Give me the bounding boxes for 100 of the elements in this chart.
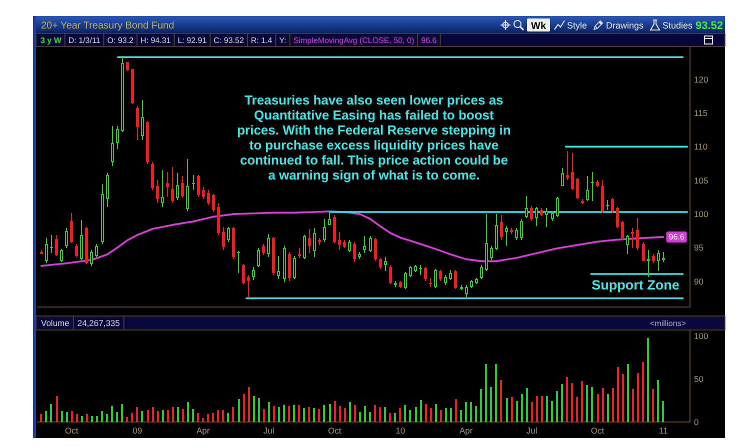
bar (617, 367, 619, 422)
bar (273, 406, 275, 422)
bar (61, 411, 63, 422)
candlestick (232, 226, 235, 260)
bar (40, 414, 42, 422)
candlestick (465, 284, 468, 298)
bar (566, 377, 568, 422)
bar (475, 406, 477, 422)
bar (379, 407, 381, 422)
candlestick (116, 126, 119, 150)
bar (485, 364, 487, 422)
bar (581, 381, 583, 422)
bar (546, 396, 548, 422)
x-tick-label: Oct (65, 426, 79, 436)
candlestick (318, 238, 321, 246)
bar (81, 416, 83, 422)
bar (344, 408, 346, 422)
bar (440, 410, 442, 422)
candlestick (399, 280, 402, 288)
candlestick (136, 106, 139, 140)
candlestick (50, 234, 53, 254)
candlestick (449, 270, 452, 280)
candlestick (581, 198, 584, 204)
bar (425, 404, 427, 422)
candlestick (510, 228, 513, 234)
candlestick (323, 218, 326, 242)
bar (232, 407, 234, 422)
bar (313, 408, 315, 422)
candlestick (490, 246, 493, 260)
candlestick (313, 228, 316, 258)
y-tick-label: 90 (694, 276, 704, 286)
bar (303, 408, 305, 422)
candlestick (111, 126, 114, 166)
bar (384, 407, 386, 422)
bar (339, 406, 341, 422)
candlestick (197, 174, 200, 198)
candlestick (141, 100, 144, 140)
text: L: 92.91 (178, 36, 208, 46)
candlestick (540, 208, 543, 216)
bar (627, 364, 629, 422)
candlestick (591, 172, 594, 202)
candlestick (500, 214, 503, 240)
y-tick-label: 115 (694, 108, 708, 118)
bar (50, 404, 52, 422)
bar (177, 407, 179, 422)
candlestick (545, 208, 548, 228)
candlestick (606, 200, 609, 210)
bar (536, 396, 538, 422)
bar (369, 412, 371, 422)
candlestick (475, 278, 478, 284)
bar (278, 407, 280, 422)
bar (71, 411, 73, 422)
candlestick (212, 194, 215, 212)
candlestick (586, 176, 589, 202)
candlestick (444, 274, 447, 286)
bar (182, 409, 184, 422)
candlestick (126, 62, 129, 72)
bar (591, 387, 593, 422)
candlestick (151, 162, 154, 190)
candlestick (495, 214, 498, 250)
candlestick (283, 246, 286, 282)
bar (298, 405, 300, 422)
bar (551, 401, 553, 422)
text: Style (567, 20, 588, 30)
candlestick (267, 234, 270, 258)
x-tick-label: Apr (459, 426, 473, 436)
bar (571, 383, 573, 422)
candlestick (419, 264, 422, 276)
candlestick (237, 250, 240, 274)
text: R: 1.4 (250, 36, 273, 46)
y-tick-label: 0 (694, 417, 699, 427)
bar (415, 407, 417, 422)
candlestick (146, 120, 149, 164)
candlestick (328, 210, 331, 225)
candlestick (333, 214, 336, 244)
candlestick (404, 272, 407, 290)
candlestick (338, 232, 341, 250)
bar (283, 405, 285, 422)
candlestick (45, 238, 48, 264)
candlestick (277, 256, 280, 280)
bar (157, 411, 159, 422)
bar (268, 402, 270, 422)
candlestick (470, 280, 473, 288)
candlestick (186, 158, 189, 212)
bar (374, 405, 376, 422)
bar (152, 407, 154, 422)
bar (318, 409, 320, 422)
candlestick (247, 274, 250, 298)
candlestick (621, 220, 624, 240)
text: 96.6 (421, 36, 438, 46)
bar (354, 405, 356, 422)
candlestick (601, 180, 604, 214)
bar (541, 396, 543, 422)
bar (334, 401, 336, 422)
bar (101, 411, 103, 422)
bar (308, 407, 310, 422)
bar (106, 414, 108, 422)
candlestick (348, 240, 351, 252)
bar (192, 409, 194, 422)
bar (56, 396, 58, 422)
